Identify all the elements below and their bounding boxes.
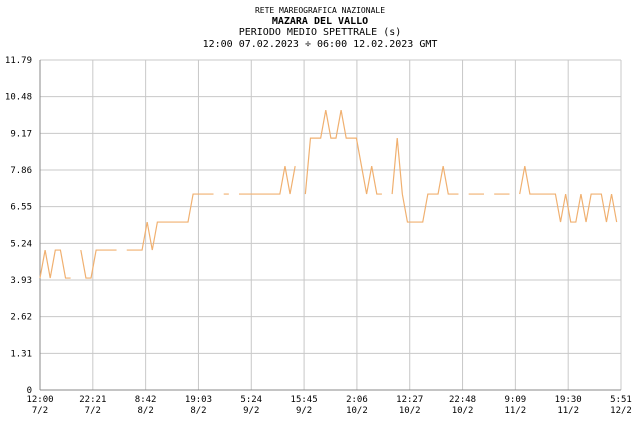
supertitle: RETE MAREOGRAFICA NAZIONALE <box>255 6 385 15</box>
y-tick-label: 9.17 <box>10 129 32 139</box>
x-tick-date: 10/2 <box>452 406 474 416</box>
x-tick-label: 22:21 <box>79 395 106 405</box>
x-tick-date: 11/2 <box>557 406 579 416</box>
chart-title: MAZARA DEL VALLO <box>272 16 368 27</box>
y-tick-label: 3.93 <box>10 276 32 286</box>
x-tick-label: 12:00 <box>26 395 53 405</box>
x-tick-date: 10/2 <box>399 406 421 416</box>
x-tick-date: 7/2 <box>32 406 48 416</box>
x-tick-label: 5:51 <box>610 395 632 405</box>
x-tick-label: 2:06 <box>346 395 368 405</box>
y-tick-label: 5.24 <box>10 239 32 249</box>
x-tick-date: 8/2 <box>190 406 206 416</box>
x-tick-date: 9/2 <box>296 406 312 416</box>
x-tick-label: 8:42 <box>135 395 157 405</box>
x-tick-label: 19:03 <box>185 395 212 405</box>
y-tick-label: 0 <box>27 386 32 396</box>
x-tick-date: 8/2 <box>138 406 154 416</box>
x-tick-label: 22:48 <box>449 395 476 405</box>
x-tick-label: 19:30 <box>555 395 582 405</box>
x-tick-label: 15:45 <box>291 395 318 405</box>
period: 12:00 07.02.2023 ÷ 06:00 12.02.2023 GMT <box>203 39 438 50</box>
data-line <box>39 109 618 279</box>
x-tick-label: 5:24 <box>240 395 262 405</box>
y-tick-label: 7.86 <box>10 166 32 176</box>
x-tick-label: 9:09 <box>505 395 527 405</box>
y-tick-label: 2.62 <box>10 313 32 323</box>
x-tick-label: 12:27 <box>396 395 423 405</box>
y-tick-label: 10.48 <box>5 93 32 103</box>
y-tick-label: 6.55 <box>10 203 32 213</box>
x-tick-date: 11/2 <box>505 406 527 416</box>
x-tick-date: 9/2 <box>243 406 259 416</box>
x-tick-date: 7/2 <box>85 406 101 416</box>
y-tick-label: 1.31 <box>10 349 32 359</box>
y-tick-label: 11.79 <box>5 56 32 66</box>
subtitle: PERIODO MEDIO SPETTRALE (s) <box>239 27 402 38</box>
x-tick-date: 12/2 <box>610 406 632 416</box>
x-tick-date: 10/2 <box>346 406 368 416</box>
